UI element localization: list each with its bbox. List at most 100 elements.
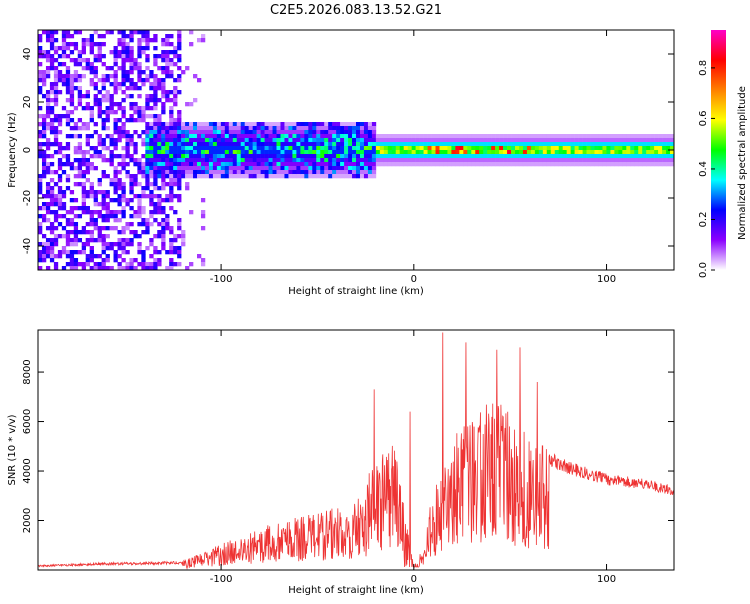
heatmap-cell [590, 162, 595, 167]
heatmap-cell [427, 134, 432, 139]
heatmap-cell [220, 170, 226, 175]
heatmap-cell [41, 194, 47, 199]
heatmap-cell [220, 138, 226, 143]
heatmap-cell [193, 174, 198, 179]
heatmap-cell [149, 162, 154, 167]
heatmap-cell [300, 158, 305, 163]
heatmap-cell [228, 146, 234, 151]
heatmap-cell [511, 158, 516, 163]
heatmap-cell [89, 238, 94, 243]
heatmap-cell [200, 162, 206, 167]
heatmap-cell [121, 110, 126, 115]
heatmap-cell [423, 142, 428, 147]
heatmap-cell [169, 122, 174, 127]
heatmap-cell [145, 130, 150, 135]
heatmap-cell [145, 134, 150, 139]
heatmap-cell [133, 142, 138, 147]
heatmap-cell [165, 174, 170, 179]
heatmap-cell [89, 134, 94, 139]
heatmap-cell [614, 134, 619, 139]
heatmap-cell [165, 34, 170, 39]
heatmap-cell [240, 158, 245, 163]
heatmap-cell [49, 198, 55, 203]
heatmap-cell [662, 150, 667, 155]
heatmap-cell [268, 130, 273, 135]
heatmap-cell [546, 142, 552, 147]
heatmap-cell [256, 146, 261, 151]
heatmap-cell [507, 134, 512, 139]
heatmap-cell [41, 174, 47, 179]
heatmap-cell [89, 118, 94, 123]
heatmap-cell [45, 166, 51, 171]
heatmap-cell [149, 86, 154, 91]
heatmap-cell [189, 134, 194, 139]
heatmap-cell [423, 146, 428, 151]
heatmap-cell [260, 138, 265, 143]
heatmap-cell [38, 266, 43, 270]
heatmap-cell [268, 150, 273, 155]
heatmap-cell [129, 70, 134, 75]
heatmap-cell [133, 62, 138, 67]
heatmap-cell [65, 186, 71, 191]
heatmap-cell [252, 138, 257, 143]
heatmap-cell [300, 142, 305, 147]
heatmap-cell [280, 154, 285, 159]
heatmap-cell [387, 162, 393, 167]
heatmap-cell [173, 86, 178, 91]
heatmap-cell [200, 126, 206, 131]
heatmap-cell [224, 154, 230, 159]
heatmap-cell [212, 162, 218, 167]
heatmap-cell [141, 194, 146, 199]
heatmap-cell [85, 138, 90, 143]
heatmap-cell [177, 38, 182, 43]
heatmap-cell [89, 166, 94, 171]
heatmap-cell [316, 150, 321, 155]
heatmap-cell [399, 138, 405, 143]
heatmap-cell [526, 154, 532, 159]
heatmap-cell [296, 146, 301, 151]
heatmap-cell [189, 42, 194, 47]
heatmap-cell [101, 82, 106, 87]
heatmap-cell [288, 150, 293, 155]
heatmap-cell [574, 154, 579, 159]
heatmap-cell [73, 78, 79, 83]
heatmap-cell [618, 134, 623, 139]
heatmap-cell [352, 170, 357, 175]
heatmap-cell [137, 86, 142, 91]
heatmap-cell [220, 126, 226, 131]
heatmap-cell [300, 174, 305, 179]
heatmap-cell [586, 150, 591, 155]
heatmap-cell [292, 154, 297, 159]
heatmap-cell [65, 146, 71, 151]
heatmap-cell [367, 146, 373, 151]
heatmap-cell [200, 142, 206, 147]
heatmap-cell [149, 98, 154, 103]
heatmap-cell [562, 154, 567, 159]
heatmap-cell [133, 194, 138, 199]
heatmap-cell [97, 114, 102, 119]
heatmap-cell [308, 126, 313, 131]
heatmap-cell [451, 142, 456, 147]
heatmap-cell [129, 154, 134, 159]
heatmap-cell [61, 154, 67, 159]
heatmap-cell [101, 62, 106, 67]
heatmap-cell [312, 138, 317, 143]
heatmap-cell [328, 166, 333, 171]
heatmap-cell [85, 162, 90, 167]
heatmap-cell [125, 46, 130, 51]
heatmap-cell [236, 170, 242, 175]
heatmap-cell [193, 98, 198, 103]
heatmap-cell [530, 146, 536, 151]
heatmap-cell [173, 174, 178, 179]
heatmap-cell [236, 174, 242, 179]
heatmap-cell [356, 174, 361, 179]
heatmap-cell [49, 62, 55, 67]
heatmap-cell [638, 134, 643, 139]
heatmap-cell [137, 50, 142, 55]
heatmap-cell [614, 162, 619, 167]
heatmap-cell [578, 138, 583, 143]
heatmap-cell [232, 174, 238, 179]
heatmap-cell [320, 122, 325, 127]
heatmap-cell [145, 154, 150, 159]
heatmap-cell [157, 158, 162, 163]
